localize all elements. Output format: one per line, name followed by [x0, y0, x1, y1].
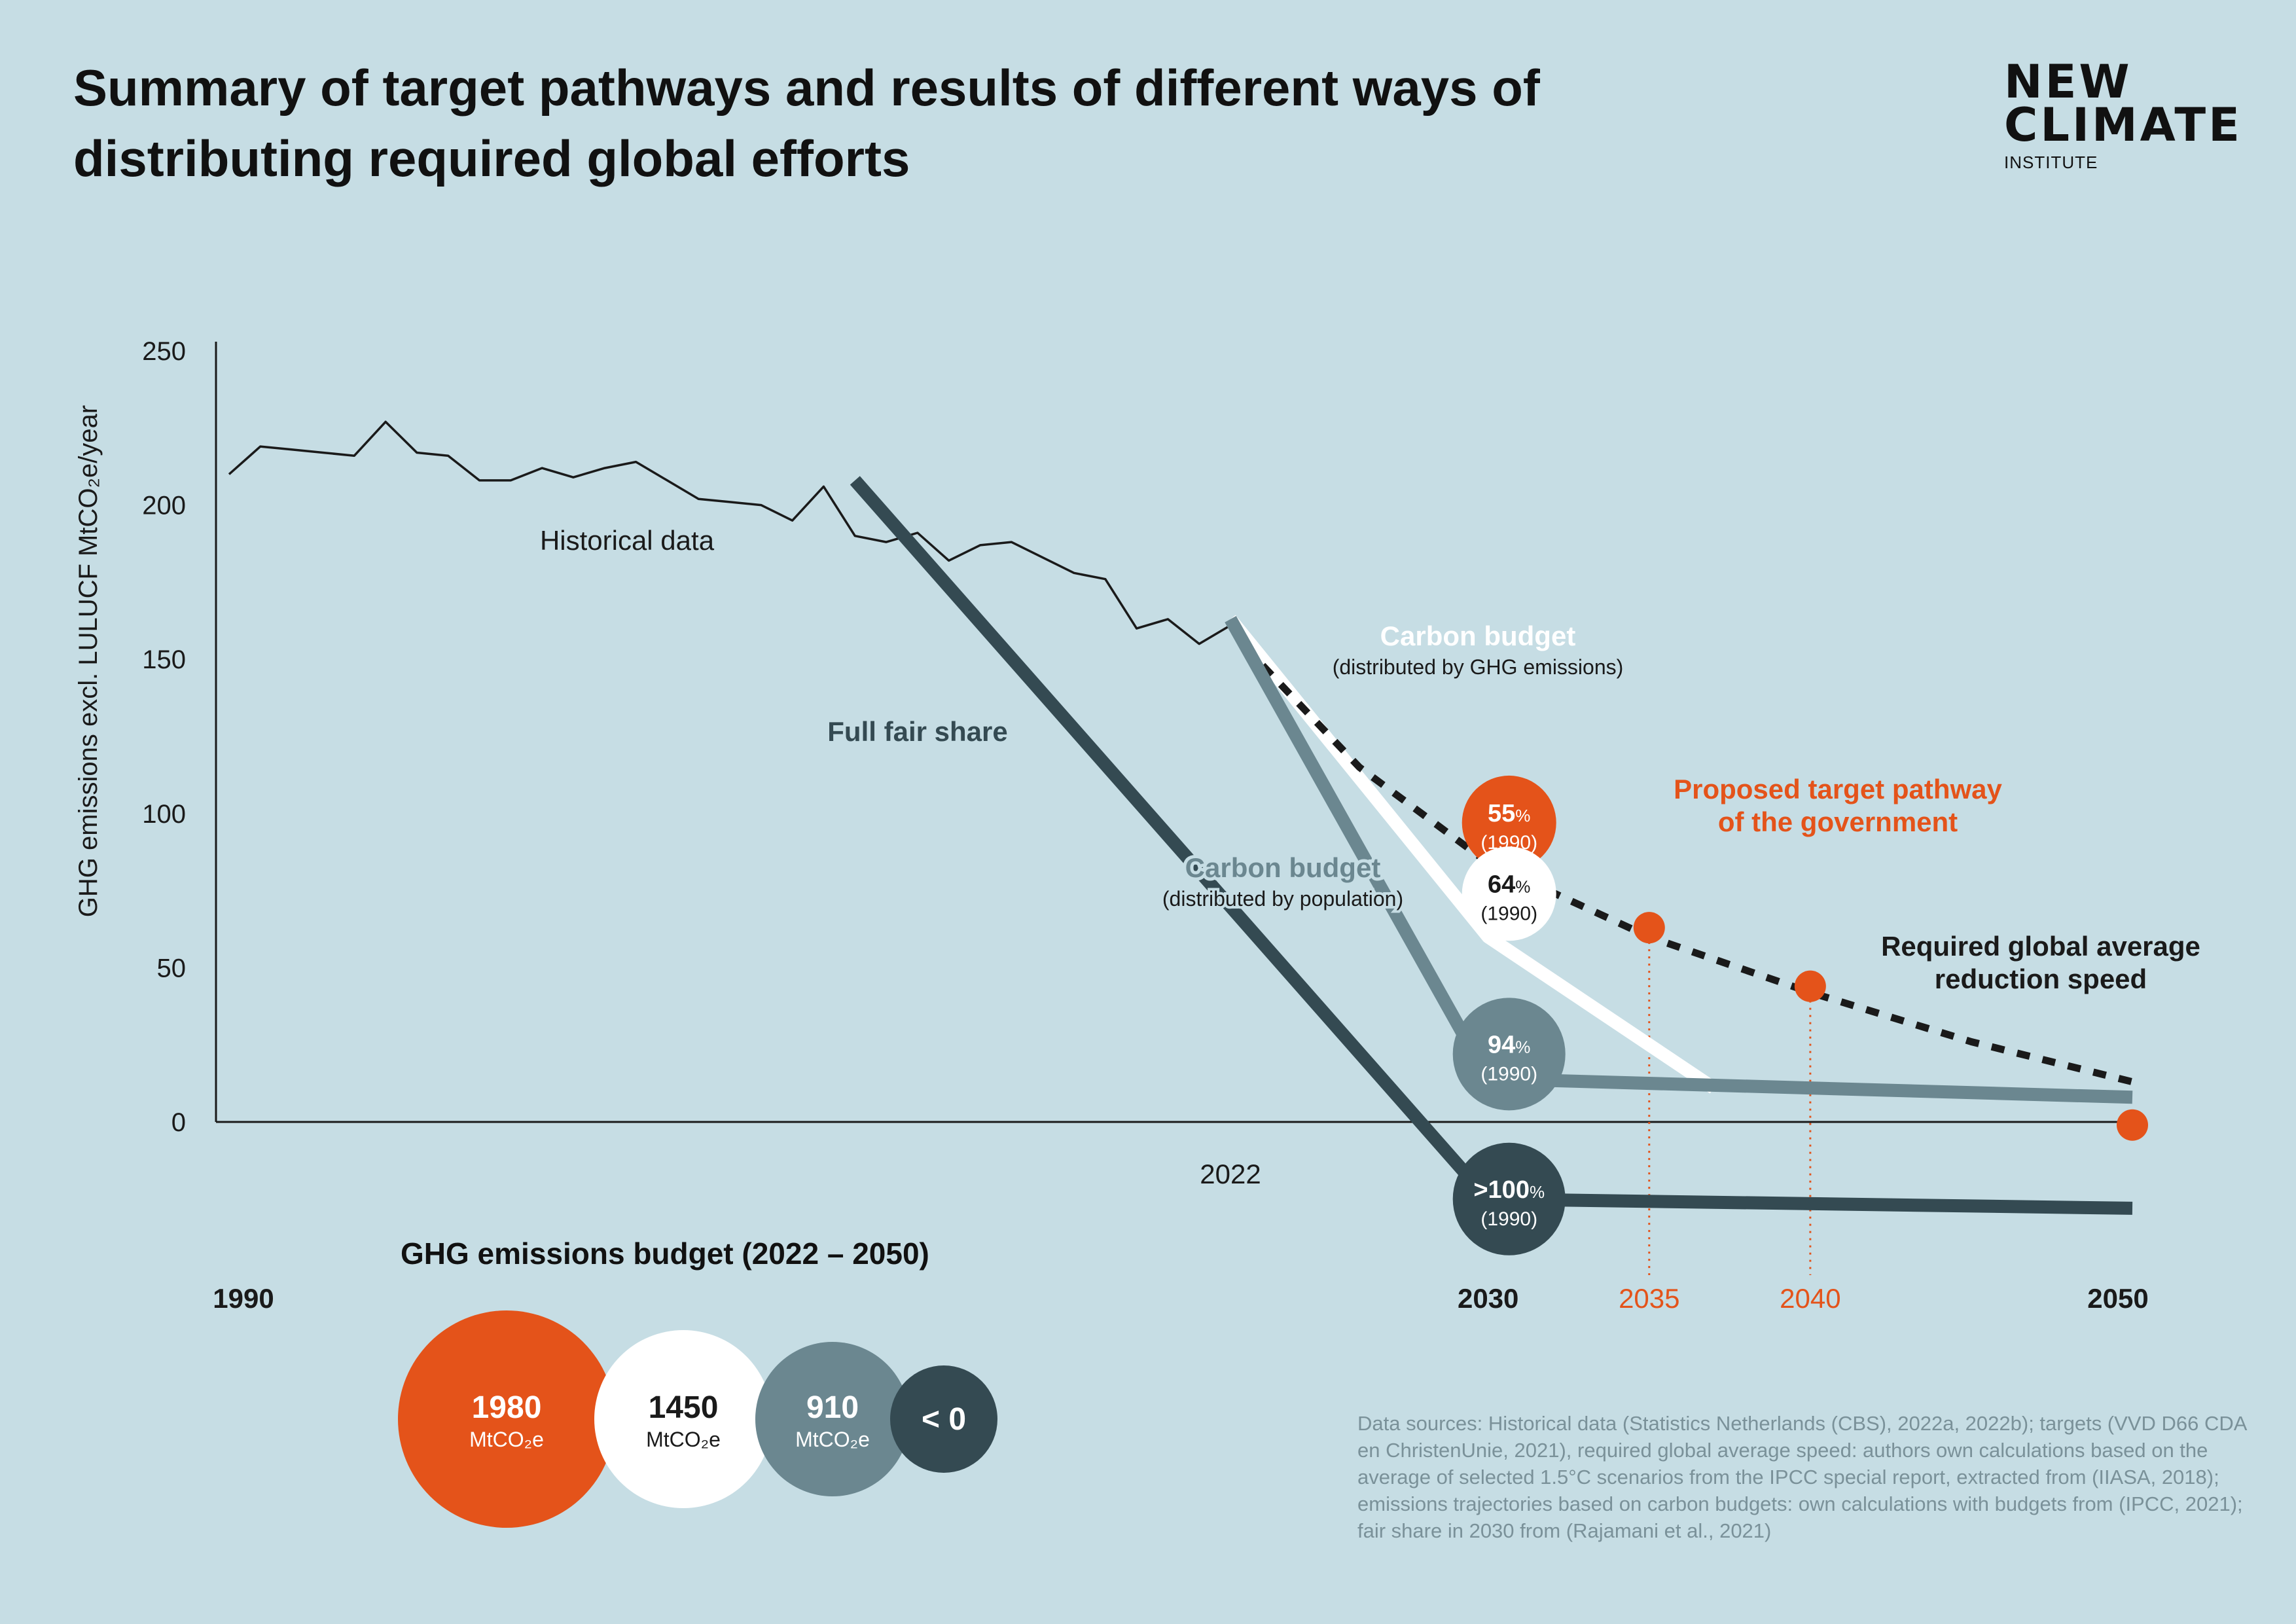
y-tick-label: 0	[171, 1108, 186, 1137]
annotation-cb-ghg: Carbon budget	[1380, 621, 1576, 651]
x-tick-label: 2022	[1200, 1159, 1261, 1189]
budget-bubble-value: < 0	[922, 1402, 966, 1437]
budget-bubble-value: 910	[806, 1390, 859, 1425]
reduction-badge-pct: >100%	[1473, 1176, 1545, 1204]
annotation-cb-pop: Carbon budget	[1185, 852, 1381, 883]
budget-bubble	[398, 1310, 615, 1528]
budget-title: GHG emissions budget (2022 – 2050)	[401, 1236, 929, 1271]
reduction-badge-pct: 55%	[1488, 800, 1530, 827]
data-sources-note: Data sources: Historical data (Statistic…	[1357, 1412, 2246, 1542]
y-tick-label: 50	[157, 954, 187, 983]
x-tick-label: 2040	[1780, 1283, 1840, 1314]
logo-line-1: NEW	[2004, 55, 2132, 109]
x-tick-label: 1990	[213, 1283, 274, 1314]
annotation-global-speed: Required global average	[1881, 931, 2200, 962]
reduction-badge	[1462, 775, 1556, 870]
logo: NEW CLIMATE INSTITUTE	[2004, 55, 2242, 175]
annotation-cb-pop-sub: (distributed by population)	[1162, 887, 1403, 911]
budget-bubble-unit: MtCO₂e	[469, 1428, 544, 1451]
target-point	[1633, 912, 1665, 944]
budget-bubble	[890, 1365, 997, 1473]
reduction-badge-base: (1990)	[1480, 1208, 1537, 1230]
reduction-badge-base: (1990)	[1480, 903, 1537, 924]
y-tick-label: 250	[142, 337, 186, 366]
logo-line-3: INSTITUTE	[2004, 153, 2098, 172]
target-point	[1794, 970, 1826, 1002]
y-tick-label: 150	[142, 645, 186, 674]
budget-bubble-value: 1450	[649, 1390, 719, 1425]
budget-bubble	[594, 1330, 772, 1508]
series-line-global-speed	[1260, 662, 2134, 1086]
budget-bubble-value: 1980	[472, 1390, 542, 1425]
reduction-badge-pct: 94%	[1488, 1031, 1530, 1058]
annotation-cb-ghg-sub: (distributed by GHG emissions)	[1333, 655, 1624, 679]
annotation-fair-share: Full fair share	[827, 716, 1007, 747]
x-tick-label: 2030	[1458, 1283, 1518, 1314]
reduction-badge	[1452, 1142, 1566, 1255]
reduction-badge	[1462, 846, 1556, 941]
y-tick-label: 100	[142, 800, 186, 829]
y-axis-label: GHG emissions excl. LULUCF MtCO₂e/year	[74, 405, 103, 917]
page-title: Summary of target pathways and results o…	[73, 59, 1540, 187]
annotation-proposed: Proposed target pathway	[1674, 774, 2002, 804]
annotation-historical: Historical data	[540, 525, 715, 556]
x-tick-label: 2050	[2087, 1283, 2148, 1314]
reduction-badge-pct: 64%	[1488, 871, 1530, 898]
y-tick-label: 200	[142, 492, 186, 520]
reduction-badge	[1452, 998, 1566, 1111]
series-line-historical	[228, 420, 1231, 645]
logo-line-2: CLIMATE	[2004, 98, 2242, 152]
x-tick-label: 2035	[1619, 1283, 1679, 1314]
annotation-global-speed-line2: reduction speed	[1935, 964, 2147, 994]
reduction-badge-base: (1990)	[1480, 1063, 1537, 1085]
target-point	[2117, 1109, 2148, 1141]
budget-bubble-unit: MtCO₂e	[795, 1428, 870, 1451]
budget-bubble-unit: MtCO₂e	[646, 1428, 721, 1451]
annotation-proposed-line2: of the government	[1718, 806, 1958, 837]
budget-bubble	[755, 1342, 910, 1496]
